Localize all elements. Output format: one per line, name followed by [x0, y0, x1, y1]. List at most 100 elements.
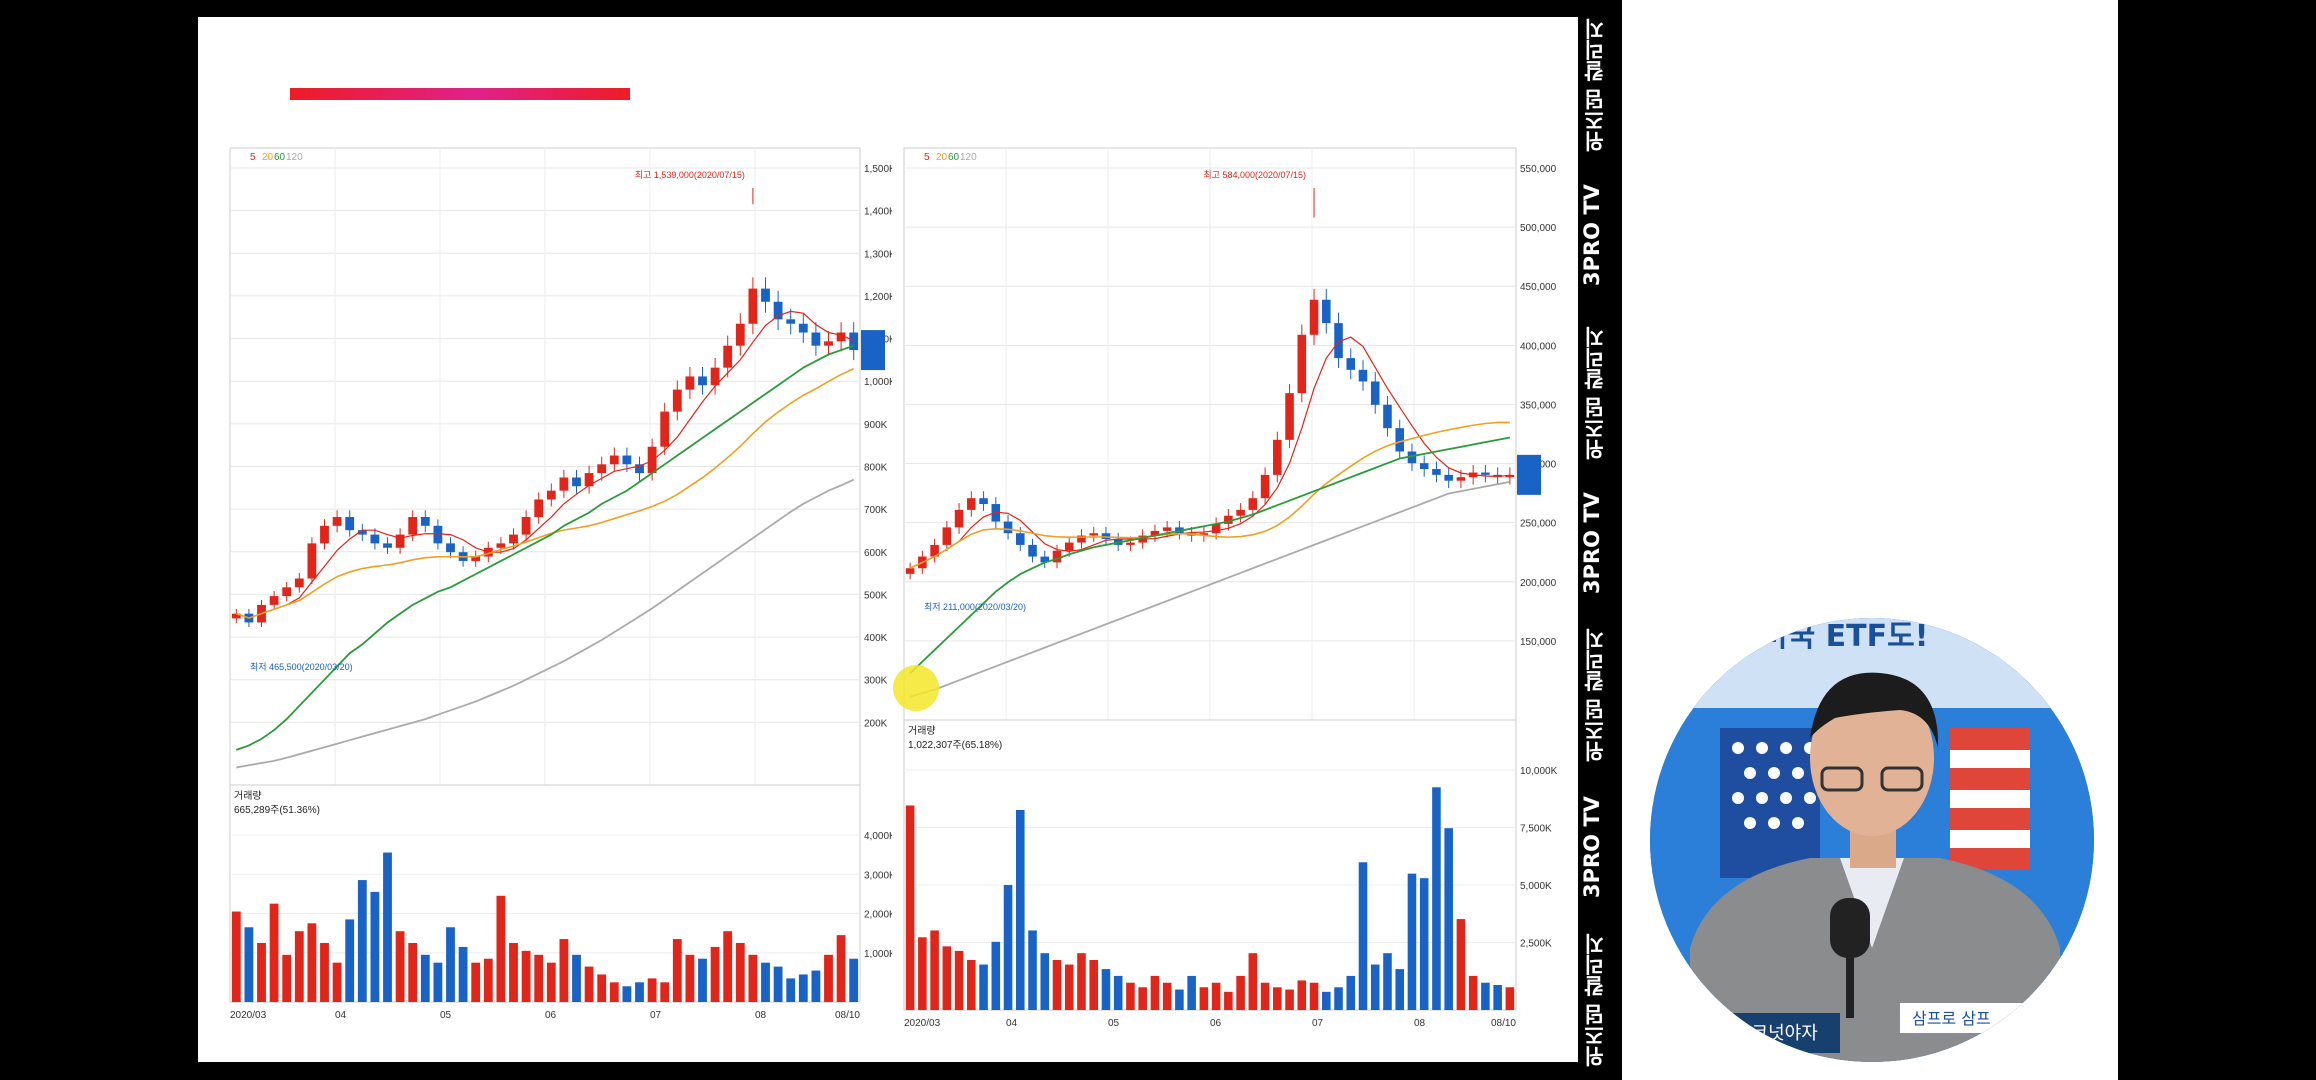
- x-tick-label: 04: [1006, 1018, 1018, 1029]
- volume-bar: [635, 982, 644, 1002]
- volume-bar: [1101, 969, 1111, 1010]
- candle-body: [849, 332, 859, 351]
- volume-bar: [1028, 930, 1037, 1010]
- legend-entry: 5: [250, 152, 256, 163]
- candle-body: [1297, 334, 1307, 394]
- candle-body: [1346, 358, 1356, 370]
- y-tick-label: 200,000: [1520, 578, 1557, 589]
- x-tick-label: 04: [335, 1010, 347, 1021]
- volume-bar: [383, 852, 392, 1002]
- volume-bar: [918, 937, 927, 1010]
- volume-bar: [1432, 787, 1441, 1010]
- right-stock-chart: 550,000500,000450,000400,000350,000300,0…: [900, 140, 1560, 1040]
- volume-bar: [979, 964, 988, 1010]
- y-tick-label: 500K: [864, 590, 888, 601]
- candle-body: [1419, 463, 1429, 470]
- volume-bar: [1175, 989, 1184, 1010]
- y-tick-label: 500,000: [1520, 223, 1557, 234]
- volume-bar: [1199, 987, 1209, 1010]
- volume-bar: [1383, 953, 1392, 1010]
- volume-bar: [942, 946, 952, 1010]
- volume-bar: [1456, 919, 1466, 1010]
- candle-body: [546, 490, 556, 500]
- candle-body: [811, 332, 821, 346]
- candle-body: [698, 376, 707, 386]
- candle-body: [647, 446, 657, 474]
- volume-bar: [1003, 885, 1013, 1010]
- volume-bar: [1407, 873, 1417, 1010]
- low-annotation: 최저 211,000(2020/03/20): [924, 602, 1026, 612]
- volume-bar: [1052, 960, 1062, 1010]
- volume-bar: [1040, 953, 1050, 1010]
- candle-body: [282, 587, 292, 597]
- candle-body: [1285, 393, 1294, 440]
- volume-bar: [332, 962, 342, 1002]
- volume-bar: [282, 954, 292, 1002]
- volume-bar: [710, 946, 720, 1002]
- volume-bar: [546, 962, 556, 1002]
- candle-body: [471, 556, 481, 561]
- volume-bar: [647, 978, 657, 1002]
- candle-body: [1236, 509, 1245, 516]
- candle-body: [635, 464, 644, 474]
- volume-bar: [967, 960, 976, 1010]
- y-tick-label: 550,000: [1520, 164, 1557, 175]
- volume-bar: [954, 950, 964, 1010]
- candle-body: [979, 498, 988, 505]
- candle-body: [357, 530, 367, 535]
- candle-body: [1273, 439, 1282, 475]
- volume-bar: [735, 943, 745, 1002]
- legend-entry: 60: [948, 152, 960, 163]
- y-tick-label: 350,000: [1520, 400, 1557, 411]
- y-tick-label: 250,000: [1520, 519, 1557, 530]
- side-label: 3PRO TV: [1580, 796, 1604, 898]
- volume-bar: [231, 911, 241, 1002]
- y-tick-label: 3,000K: [864, 870, 892, 881]
- y-tick-label: 600K: [864, 548, 888, 559]
- candle-body: [723, 345, 733, 368]
- y-tick-label: 1,300K: [864, 249, 892, 260]
- right-stock-chart-svg: 550,000500,000450,000400,000350,000300,0…: [903, 147, 1558, 1029]
- volume-bar: [1419, 878, 1429, 1010]
- x-tick-label: 07: [650, 1010, 662, 1021]
- candle-body: [1052, 550, 1062, 563]
- volume-bar: [1468, 975, 1478, 1010]
- y-tick-label: 1,000K: [864, 377, 892, 388]
- volume-bar: [991, 941, 1001, 1010]
- volume-bar: [1321, 991, 1331, 1010]
- volume-plot-frame: [903, 719, 1517, 1011]
- volume-bar: [521, 950, 531, 1002]
- candle-body: [383, 543, 392, 548]
- volume-bar: [1493, 985, 1502, 1010]
- current-price-box: [1517, 454, 1541, 495]
- volume-bar: [698, 958, 707, 1002]
- candle-body: [1432, 469, 1441, 475]
- y-tick-label: 1,400K: [864, 207, 892, 218]
- volume-bar: [446, 927, 455, 1002]
- pointer-highlight: [893, 665, 939, 711]
- ma20-line: [909, 421, 1510, 569]
- volume-bar: [1113, 975, 1123, 1010]
- volume-bar: [849, 958, 859, 1002]
- candle-body: [1224, 515, 1233, 524]
- y-tick-label: 800K: [864, 463, 888, 474]
- candle-body: [735, 323, 745, 346]
- candle-body: [433, 525, 443, 544]
- accent-bar: [290, 88, 630, 100]
- candle-body: [1150, 530, 1160, 536]
- volume-bar: [798, 974, 808, 1002]
- candle-body: [1248, 498, 1258, 510]
- volume-bar: [1260, 982, 1270, 1010]
- webcam-feed: 미국 ETF도! 코코넛야자 삼프로 삼프: [1650, 618, 2094, 1062]
- candle-body: [294, 578, 304, 588]
- volume-bar: [1285, 989, 1294, 1010]
- legend-entry: 20: [262, 152, 274, 163]
- side-label: 3PRO TV: [1580, 492, 1604, 594]
- candle-body: [1309, 299, 1319, 335]
- volume-bar: [559, 939, 569, 1002]
- ma120-line: [909, 480, 1511, 698]
- candle-body: [672, 389, 682, 412]
- volume-title: 거래량: [908, 725, 936, 737]
- volume-bar: [345, 919, 355, 1002]
- volume-bar: [836, 935, 846, 1002]
